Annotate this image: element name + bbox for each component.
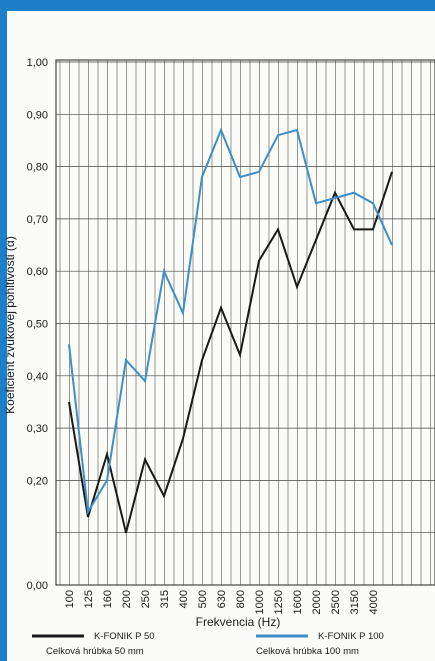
y-axis-title: Koeficient zvukovej pohltivosti (α) [3,236,17,414]
x-tick-label: 1000 [254,590,266,614]
data-series [68,127,393,533]
x-axis-ticks: 100 125 160 200 250 315 400 500 630 800 1000 1250 16… [64,590,380,614]
legend-label-p100: K-FONIK P 100 [318,631,384,642]
x-tick-label: 400 [178,590,190,608]
legend-sub-p50: Celková hrúbka 50 mm [46,646,144,657]
x-tick-label: 4000 [368,590,380,614]
x-tick-label: 2000 [311,590,323,614]
y-tick-label: 0,50 [27,319,48,331]
legend-label-p50: K-FONIK P 50 [94,631,155,642]
y-tick-label: 1,00 [27,57,48,69]
x-axis-title: Frekvencia (Hz) [196,615,281,629]
x-tick-label: 500 [197,590,209,608]
x-tick-label: 800 [235,590,247,608]
x-tick-label: 200 [121,590,133,608]
x-tick-label: 160 [102,590,114,608]
y-tick-label: 0,00 [27,580,48,592]
y-tick-label: 0,40 [27,371,48,383]
y-tick-label: 0,70 [27,214,48,226]
y-tick-label: 0,60 [27,266,48,278]
y-tick-label: 0,80 [27,162,48,174]
x-tick-label: 100 [64,590,76,608]
y-tick-label: 0,90 [27,109,48,121]
legend: K-FONIK P 50 Celková hrúbka 50 mm K-FONI… [32,631,384,657]
x-tick-label: 3150 [349,590,361,614]
x-tick-label: 1600 [292,590,304,614]
series-line-k-fonik-p100 [68,127,393,515]
y-tick-label: 0,30 [27,423,48,435]
y-tick-label: 0,20 [27,475,48,487]
x-tick-label: 630 [216,590,228,608]
x-tick-label: 125 [83,590,95,608]
series-line-k-fonik-p50 [68,171,393,533]
x-tick-label: 315 [159,590,171,608]
grid [56,60,435,585]
x-tick-label: 250 [140,590,152,608]
plot-area [55,59,435,586]
x-tick-label: 2500 [330,590,342,614]
x-tick-label: 1250 [273,590,285,614]
y-axis-ticks: 0,00 0,20 0,30 0,40 0,50 0,60 0,70 0,80 0,90 1,00 [27,57,48,592]
legend-sub-p100: Celková hrúbka 100 mm [256,646,359,657]
